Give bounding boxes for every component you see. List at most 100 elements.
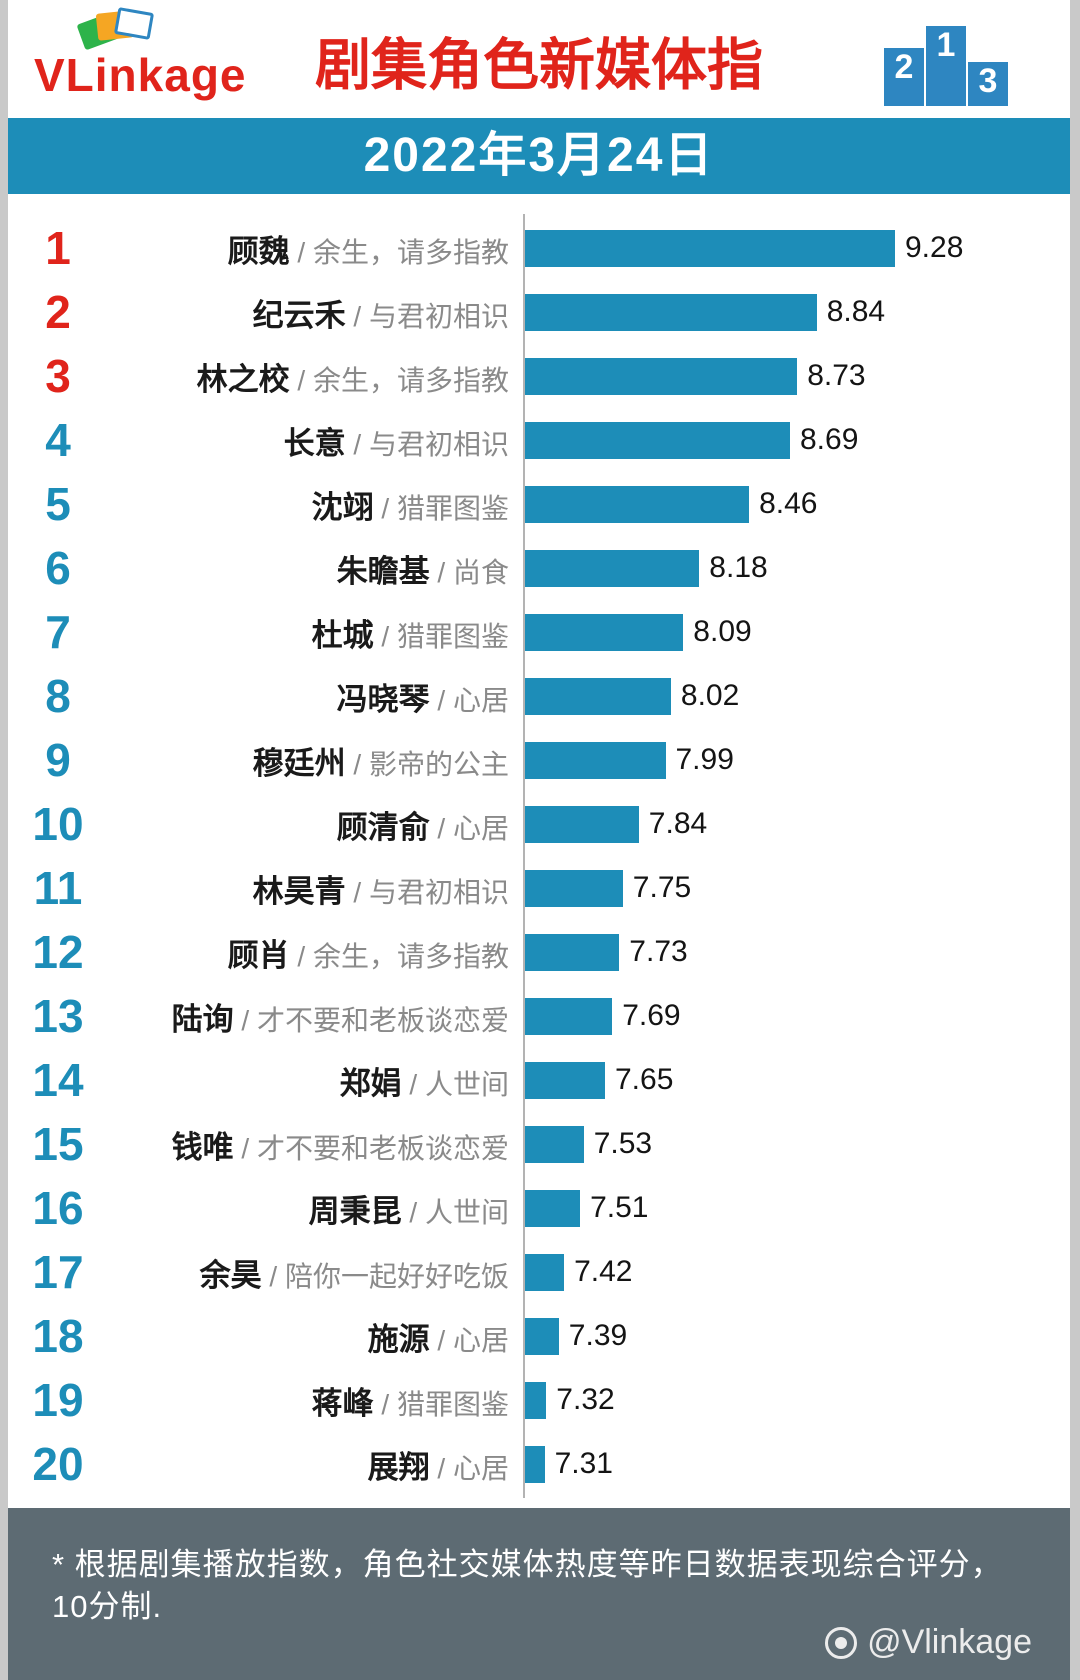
bar-cell: 7.69 [523,997,1070,1035]
character-name: 朱瞻基 [336,553,430,589]
index-value: 7.84 [648,807,708,840]
watermark-text: @Vlinkage [867,1623,1032,1661]
index-bar [525,1189,581,1227]
character-label: 穆廷州 / 影帝的公主 [108,738,523,783]
logo-cards-icon [76,6,190,51]
index-value: 8.02 [680,679,740,712]
character-label: 陆询 / 才不要和老板谈恋爱 [108,994,523,1039]
rank-row: 13 陆询 / 才不要和老板谈恋爱 7.69 [8,984,1070,1048]
footnote: * 根据剧集播放指数，角色社交媒体热度等昨日数据表现综合评分，10分制. [52,1547,1003,1624]
drama-title: 猎罪图鉴 [396,620,509,652]
rank-number: 2 [45,286,71,338]
index-value: 9.28 [905,231,964,264]
rank-row: 4 长意 / 与君初相识 8.69 [8,408,1070,472]
date-banner: 2022年3月24日 [8,118,1070,194]
rank-number: 12 [32,926,84,978]
index-value: 8.84 [826,295,886,328]
rank-row: 2 纪云禾 / 与君初相识 8.84 [8,280,1070,344]
index-bar [525,357,798,395]
index-value: 8.69 [800,423,859,456]
character-label: 林昊青 / 与君初相识 [108,866,523,911]
weibo-icon [825,1626,858,1659]
name-drama-separator: / [345,748,369,780]
character-name: 钱唯 [171,1129,234,1165]
index-bar [525,869,623,907]
character-name: 顾魏 [227,233,290,269]
header: VLinkage 剧集角色新媒体指 2 1 3 [8,0,1070,118]
rank-row: 16 周秉昆 / 人世间 7.51 [8,1176,1070,1240]
character-label: 周秉昆 / 人世间 [108,1186,523,1231]
bar-cell: 8.46 [523,485,1070,523]
name-drama-separator: / [345,876,369,908]
character-name: 蒋峰 [311,1385,374,1421]
bar-cell: 8.18 [523,549,1070,587]
podium-third-place: 3 [968,62,1008,106]
rank-row: 12 顾肖 / 余生，请多指教 7.73 [8,920,1070,984]
rank-number: 6 [45,542,71,594]
drama-title: 与君初相识 [368,428,509,460]
rank-number: 5 [45,478,71,530]
drama-title: 猎罪图鉴 [396,1388,509,1420]
name-drama-separator: / [429,556,453,588]
rank-number: 15 [32,1118,84,1170]
bar-cell: 9.28 [523,229,1070,267]
rank-number: 14 [32,1054,84,1106]
rank-number: 16 [32,1182,84,1234]
bar-cell: 7.84 [523,805,1070,843]
bar-cell: 7.73 [523,933,1070,971]
index-value: 7.42 [574,1255,633,1288]
index-value: 7.99 [675,743,734,776]
index-bar [525,933,620,971]
character-name: 余昊 [199,1257,262,1293]
name-drama-separator: / [429,1452,453,1484]
index-bar [525,613,684,651]
rank-row: 3 林之校 / 余生，请多指教 8.73 [8,344,1070,408]
rank-row: 10 顾清俞 / 心居 7.84 [8,792,1070,856]
index-value: 8.18 [709,551,768,584]
bar-cell: 7.53 [523,1125,1070,1163]
index-value: 8.46 [759,487,818,520]
rank-row: 11 林昊青 / 与君初相识 7.75 [8,856,1070,920]
name-drama-separator: / [401,1196,425,1228]
character-name: 沈翊 [311,489,374,525]
character-label: 顾清俞 / 心居 [108,802,523,847]
index-bar [525,677,671,715]
index-value: 8.73 [807,359,866,392]
drama-title: 才不要和老板谈恋爱 [256,1004,509,1036]
character-label: 施源 / 心居 [108,1314,523,1359]
name-drama-separator: / [345,428,369,460]
character-label: 钱唯 / 才不要和老板谈恋爱 [108,1122,523,1167]
index-bar [525,1445,545,1483]
character-name: 林之校 [196,361,290,397]
drama-title: 人世间 [424,1068,509,1100]
index-bar [525,1125,584,1163]
drama-title: 余生，请多指教 [312,364,509,396]
index-value: 7.32 [556,1383,615,1416]
index-bar [525,1253,565,1291]
logo-text: VLinkage [34,49,247,101]
axis-line [523,214,525,1498]
index-bar [525,293,817,331]
podium-icon: 2 1 3 [882,14,1008,106]
bar-cell: 7.51 [523,1189,1070,1227]
index-value: 7.65 [615,1063,674,1096]
character-name: 展翔 [367,1449,430,1485]
drama-title: 心居 [452,1324,509,1356]
rank-number: 9 [45,734,71,786]
character-name: 穆廷州 [252,745,346,781]
index-value: 7.51 [590,1191,649,1224]
character-label: 展翔 / 心居 [108,1442,523,1487]
index-value: 8.09 [693,615,752,648]
rank-row: 6 朱瞻基 / 尚食 8.18 [8,536,1070,600]
drama-title: 猎罪图鉴 [396,492,509,524]
name-drama-separator: / [429,684,453,716]
drama-title: 影帝的公主 [368,748,509,780]
rank-number: 19 [32,1374,84,1426]
rank-row: 5 沈翊 / 猎罪图鉴 8.46 [8,472,1070,536]
name-drama-separator: / [289,940,313,972]
rank-row: 14 郑娟 / 人世间 7.65 [8,1048,1070,1112]
rank-number: 17 [32,1246,84,1298]
vlinkage-logo: VLinkage [34,6,247,101]
name-drama-separator: / [233,1132,257,1164]
character-label: 林之校 / 余生，请多指教 [108,354,523,399]
